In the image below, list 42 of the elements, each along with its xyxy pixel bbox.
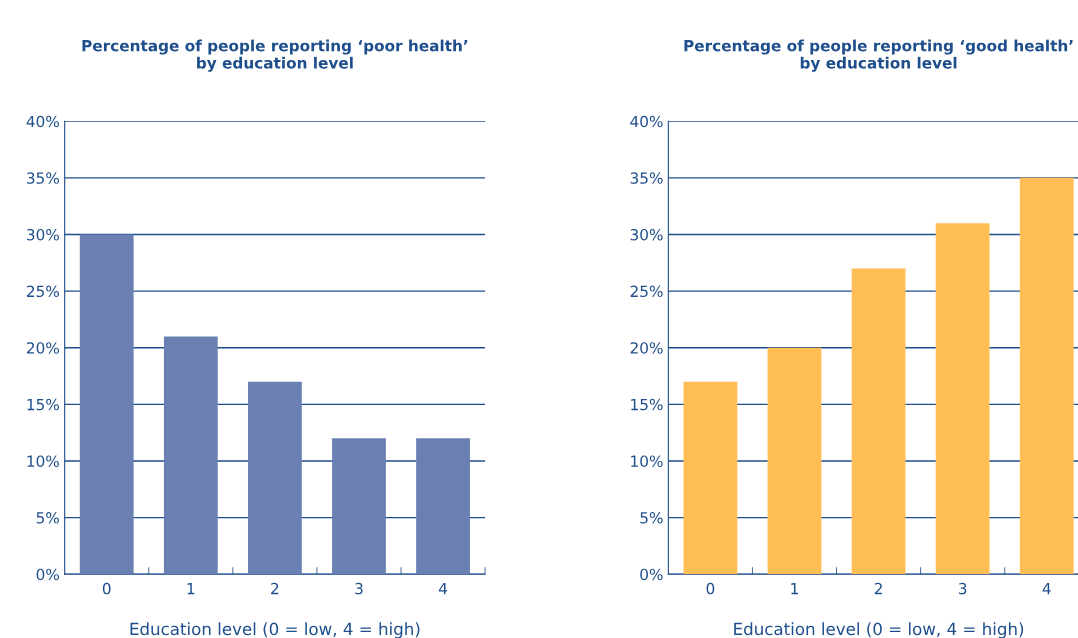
chart-title: Percentage of people reporting ‘good health’ by education level: [684, 39, 1073, 72]
bar: [851, 268, 906, 575]
y-tick-label: 15%: [631, 398, 663, 411]
x-axis-title: Education level (0 = low, 4 = high): [130, 622, 420, 638]
y-tick-label: 35%: [630, 172, 663, 184]
x-tick-label: 2: [874, 582, 882, 595]
y-tick-label: 5%: [640, 512, 663, 524]
bar: [79, 234, 134, 575]
x-tick-label: 4: [438, 583, 448, 595]
x-tick-label: 0: [102, 582, 111, 595]
bar: [683, 381, 738, 575]
x-tick-label: 0: [706, 582, 715, 595]
bar: [163, 336, 218, 575]
y-tick-label: 30%: [630, 228, 663, 241]
y-tick-label: 35%: [27, 172, 59, 184]
y-tick-label: 40%: [630, 115, 663, 128]
y-tick-label: 20%: [26, 342, 59, 354]
y-tick-label: 20%: [630, 342, 663, 354]
bar: [247, 381, 302, 575]
y-tick-label: 15%: [27, 398, 59, 411]
bar: [935, 223, 990, 575]
bar: [1019, 177, 1074, 575]
y-tick-label: 5%: [36, 512, 59, 524]
bar: [416, 438, 470, 575]
x-tick-label: 3: [958, 582, 967, 595]
x-tick-label: 1: [791, 583, 798, 595]
bar: [767, 347, 822, 575]
y-tick-label: 0%: [36, 568, 59, 581]
x-tick-label: 3: [355, 582, 363, 595]
y-tick-label: 40%: [26, 115, 59, 128]
x-tick-label: 2: [271, 582, 279, 595]
bar: [332, 438, 386, 575]
chart-title: Percentage of people reporting ‘poor health’ by education level: [82, 39, 468, 72]
y-tick-label: 10%: [27, 455, 59, 467]
y-tick-label: 25%: [26, 285, 59, 298]
x-axis-title: Education level (0 = low, 4 = high): [734, 622, 1024, 638]
y-tick-label: 10%: [631, 455, 663, 467]
y-tick-label: 25%: [630, 285, 663, 298]
y-tick-label: 30%: [27, 228, 59, 241]
x-tick-label: 4: [1042, 583, 1051, 595]
y-tick-label: 0%: [640, 568, 663, 581]
x-tick-label: 1: [187, 583, 195, 595]
